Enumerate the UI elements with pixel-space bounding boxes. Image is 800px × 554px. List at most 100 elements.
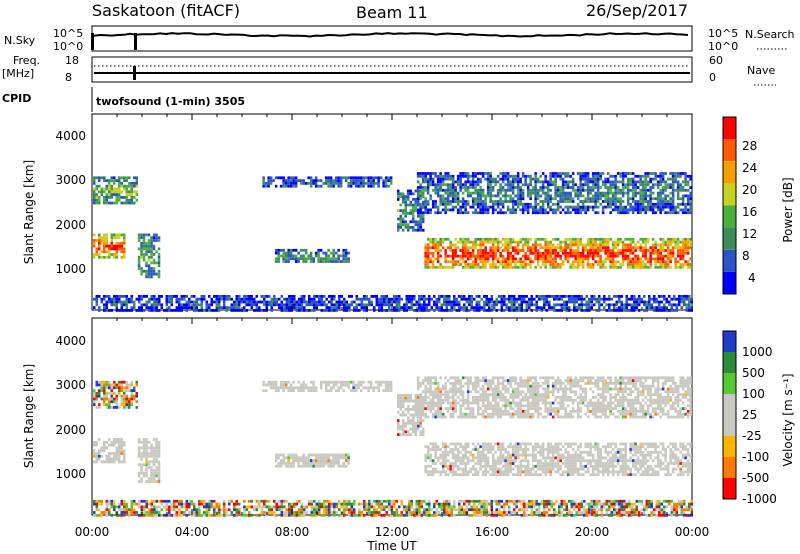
heatmap-cell-0-8 xyxy=(223,306,226,309)
heatmap-cell-1-6 xyxy=(479,456,482,460)
heatmap-cell-0-7 xyxy=(561,197,565,201)
heatmap-cell-1-2 xyxy=(155,440,158,444)
heatmap-cell-1-6 xyxy=(474,456,477,460)
heatmap-cell-0-6 xyxy=(514,251,517,255)
heatmap-cell-0-6 xyxy=(569,237,572,241)
heatmap-cell-0-7 xyxy=(429,177,432,181)
heatmap-cell-1-3 xyxy=(342,389,345,392)
heatmap-cell-0-7 xyxy=(614,177,617,181)
heatmap-cell-0-1 xyxy=(115,193,118,196)
heatmap-cell-0-8 xyxy=(325,303,328,307)
heatmap-cell-0-6 xyxy=(534,237,537,241)
heatmap-cell-0-6 xyxy=(521,260,525,264)
heatmap-cell-0-6 xyxy=(491,254,495,258)
heatmap-cell-0-8 xyxy=(253,309,256,312)
heatmap-cell-1-3 xyxy=(274,389,278,392)
heatmap-cell-0-8 xyxy=(615,309,618,312)
heatmap-cell-0-7 xyxy=(664,188,667,192)
heatmap-cell-0-8 xyxy=(495,303,498,307)
heatmap-cell-0-7 xyxy=(634,186,637,189)
heatmap-cell-0-6 xyxy=(629,246,632,250)
heatmap-cell-0-7 xyxy=(451,186,455,189)
heatmap-cell-0-7 xyxy=(659,205,662,209)
heatmap-cell-1-6 xyxy=(606,445,610,449)
heatmap-cell-0-7 xyxy=(649,188,652,192)
heatmap-cell-0-8 xyxy=(483,300,486,304)
heatmap-cell-0-1 xyxy=(135,182,138,185)
heatmap-cell-0-7 xyxy=(444,174,447,178)
heatmap-cell-0-7 xyxy=(634,191,637,195)
heatmap-cell-0-7 xyxy=(639,194,642,198)
heatmap-cell-0-8 xyxy=(260,300,263,304)
heatmap-cell-0-6 xyxy=(501,243,505,247)
heatmap-cell-1-4 xyxy=(297,464,300,468)
heatmap-cell-0-2 xyxy=(152,244,156,248)
heatmap-cell-1-6 xyxy=(534,448,537,451)
heatmap-cell-1-0 xyxy=(98,438,101,441)
heatmap-cell-0-6 xyxy=(621,260,625,264)
heatmap-cell-0-7 xyxy=(671,194,675,198)
heatmap-cell-0-7 xyxy=(666,211,670,215)
heatmap-cell-0-8 xyxy=(633,306,636,309)
heatmap-cell-1-0 xyxy=(108,443,111,447)
heatmap-cell-0-2 xyxy=(140,269,143,273)
heatmap-cell-1-3 xyxy=(284,386,288,390)
heatmap-cell-1-1 xyxy=(130,403,133,406)
heatmap-cell-1-6 xyxy=(456,453,460,457)
heatmap-cell-0-7 xyxy=(594,177,597,181)
heatmap-cell-1-6 xyxy=(459,450,462,454)
heatmap-cell-0-6 xyxy=(556,243,560,247)
heatmap-cell-0-6 xyxy=(551,260,555,264)
noise-left-label: N.Sky xyxy=(4,34,36,47)
heatmap-cell-0-8 xyxy=(453,303,456,307)
heatmap-cell-0-7 xyxy=(684,180,687,184)
heatmap-cell-0-0 xyxy=(120,255,123,259)
heatmap-cell-0-8 xyxy=(230,306,233,309)
heatmap-cell-1-0 xyxy=(108,460,111,464)
heatmap-cell-0-7 xyxy=(559,200,562,203)
heatmap-cell-0-8 xyxy=(680,297,683,301)
heatmap-cell-0-6 xyxy=(546,251,550,255)
heatmap-cell-0-6 xyxy=(641,249,645,252)
heatmap-cell-0-7 xyxy=(484,177,487,181)
heatmap-cell-0-8 xyxy=(178,297,181,301)
heatmap-cell-0-8 xyxy=(193,306,196,309)
heatmap-cell-0-7 xyxy=(529,194,532,198)
heatmap-cell-0-0 xyxy=(108,253,111,256)
heatmap-cell-0-8 xyxy=(553,303,556,307)
heatmap-cell-0-6 xyxy=(461,257,465,261)
heatmap-cell-0-8 xyxy=(280,295,283,298)
heatmap-cell-1-6 xyxy=(521,450,525,454)
heatmap-cell-0-3 xyxy=(367,184,370,188)
heatmap-cell-0-8 xyxy=(518,309,521,312)
heatmap-cell-1-2 xyxy=(147,454,151,458)
heatmap-cell-0-7 xyxy=(419,183,422,187)
heatmap-cell-0-6 xyxy=(426,263,430,266)
heatmap-cell-1-6 xyxy=(654,456,657,460)
heatmap-cell-0-7 xyxy=(664,197,667,201)
heatmap-cell-0-0 xyxy=(93,244,96,248)
heatmap-cell-0-6 xyxy=(544,243,547,247)
heatmap-cell-0-7 xyxy=(511,191,515,195)
heatmap-cell-1-6 xyxy=(559,442,562,446)
heatmap-cell-0-7 xyxy=(464,211,467,215)
heatmap-cell-1-2 xyxy=(140,452,143,455)
heatmap-cell-1-6 xyxy=(556,456,560,460)
heatmap-cell-0-4 xyxy=(317,251,320,255)
heatmap-cell-0-7 xyxy=(519,208,522,212)
heatmap-cell-0-6 xyxy=(501,257,505,261)
heatmap-cell-1-5 xyxy=(412,430,415,434)
heatmap-cell-1-5 xyxy=(407,410,410,414)
heatmap-cell-0-7 xyxy=(569,186,572,189)
heatmap-cell-0-7 xyxy=(511,180,515,184)
heatmap-cell-0-6 xyxy=(669,243,672,247)
heatmap-cell-1-0 xyxy=(123,449,126,453)
heatmap-cell-0-8 xyxy=(488,306,491,309)
heatmap-cell-0-8 xyxy=(103,306,106,309)
heatmap-cell-0-7 xyxy=(531,208,535,212)
heatmap-cell-0-3 xyxy=(267,182,270,185)
heatmap-cell-0-7 xyxy=(516,172,520,175)
heatmap-cell-0-8 xyxy=(605,309,608,312)
heatmap-cell-0-7 xyxy=(559,191,562,195)
heatmap-cell-0-7 xyxy=(554,194,557,198)
